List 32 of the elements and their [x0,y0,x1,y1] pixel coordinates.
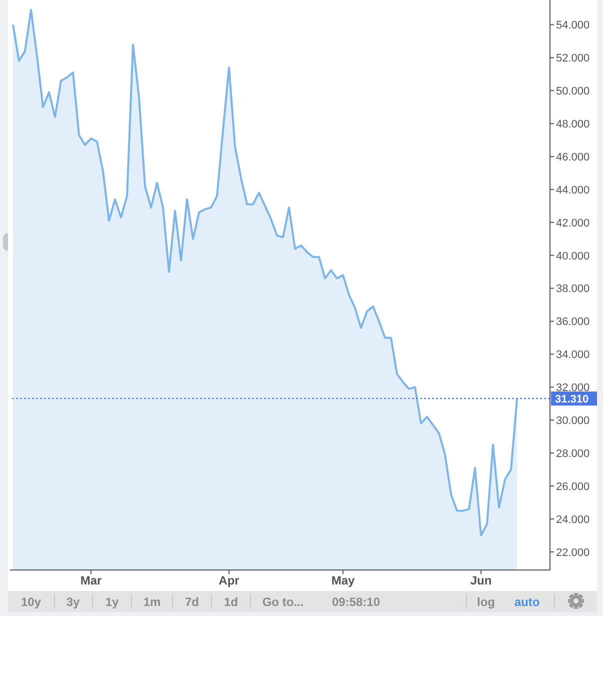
text: Go to... [262,595,304,609]
y-tick-label: 46.000 [556,151,590,164]
text: 1y [105,595,119,609]
y-tick-label: 26.000 [556,480,590,493]
y-tick-label: 52.000 [556,52,590,65]
text: 10y [20,595,42,609]
text: 09:58:10 [332,595,380,609]
y-tick-label: 54.000 [556,20,590,32]
y-tick-label: 22.000 [556,546,590,559]
y-tick-label: 36.000 [556,316,590,328]
y-tick-label: 32.000 [556,382,590,394]
y-tick-label: 42.000 [556,217,590,230]
y-tick-label: 30.000 [556,414,590,427]
y-tick-label: 24.000 [556,514,590,526]
x-tick-label: May [331,574,355,588]
text: log [477,595,495,609]
y-tick-label: 34.000 [556,349,590,362]
text: 3y [66,595,80,609]
ref-line-label: 31.310 [555,393,589,406]
x-tick-label: Apr [218,574,240,588]
y-tick-label: 48.000 [556,118,590,130]
text: 7d [184,595,200,609]
y-tick-label: 44.000 [556,184,590,196]
y-tick-label: 28.000 [556,448,590,460]
x-tick-label: Jun [470,574,492,588]
x-tick-label: Mar [80,574,102,588]
text: 1d [224,595,238,609]
text: 1m [143,595,161,609]
y-tick-label: 50.000 [556,86,590,98]
y-tick-label: 40.000 [556,250,590,262]
text: auto [514,595,540,609]
y-tick-label: 38.000 [556,283,590,296]
